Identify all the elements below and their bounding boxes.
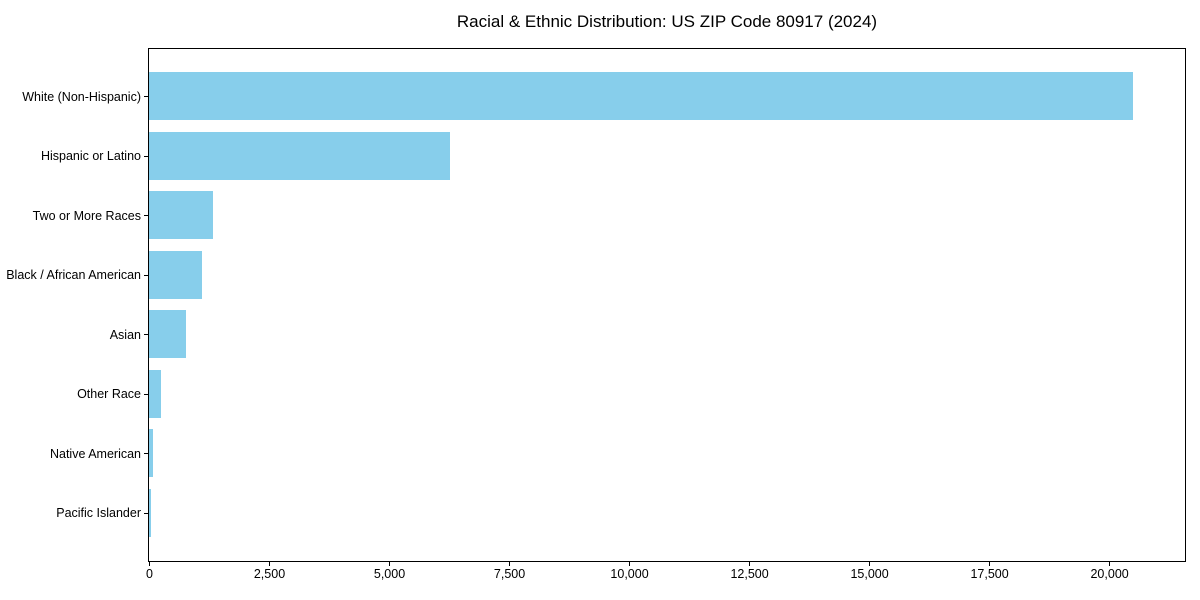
- y-axis-label: Two or More Races: [32, 208, 141, 223]
- x-tick-mark: [508, 562, 511, 566]
- y-tick-mark: [144, 393, 148, 395]
- x-tick-mark: [988, 562, 991, 566]
- y-axis-label: Other Race: [77, 387, 141, 402]
- x-tick-mark: [868, 562, 871, 566]
- x-tick-mark: [268, 562, 271, 566]
- bars-layer: [149, 49, 1185, 561]
- y-tick-mark: [144, 334, 148, 336]
- y-tick-mark: [144, 96, 148, 98]
- x-tick-label: 12,500: [730, 567, 769, 581]
- y-tick-mark: [144, 215, 148, 217]
- bar: [149, 72, 1134, 121]
- bar: [149, 131, 451, 180]
- y-axis-label: Asian: [109, 327, 141, 342]
- x-tick-label: 7,500: [493, 567, 526, 581]
- bar: [149, 369, 161, 418]
- x-tick-label: 0: [146, 567, 153, 581]
- y-axis-label: Black / African American: [6, 268, 141, 283]
- chart-title: Racial & Ethnic Distribution: US ZIP Cod…: [456, 12, 878, 31]
- bar: [149, 191, 213, 240]
- bar: [149, 250, 203, 299]
- y-tick-mark: [144, 274, 148, 276]
- y-axis-label: Native American: [49, 446, 141, 461]
- x-tick-label: 2,500: [253, 567, 286, 581]
- plot-area: [148, 48, 1186, 562]
- y-tick-mark: [144, 512, 148, 514]
- bar: [149, 310, 186, 359]
- y-tick-mark: [144, 453, 148, 455]
- x-tick-label: 10,000: [610, 567, 649, 581]
- x-tick-mark: [1108, 562, 1111, 566]
- x-tick-mark: [148, 562, 151, 566]
- y-axis-label: Pacific Islander: [56, 506, 141, 521]
- y-axis-label: Hispanic or Latino: [40, 149, 141, 164]
- x-tick-mark: [748, 562, 751, 566]
- x-tick-label: 17,500: [970, 567, 1009, 581]
- bar: [149, 429, 153, 478]
- x-tick-mark: [628, 562, 631, 566]
- x-tick-label: 20,000: [1090, 567, 1129, 581]
- x-tick-label: 15,000: [850, 567, 889, 581]
- x-tick-label: 5,000: [373, 567, 406, 581]
- bar: [149, 488, 152, 537]
- y-axis-label: White (Non-Hispanic): [22, 89, 141, 104]
- y-tick-mark: [144, 155, 148, 157]
- x-tick-mark: [388, 562, 391, 566]
